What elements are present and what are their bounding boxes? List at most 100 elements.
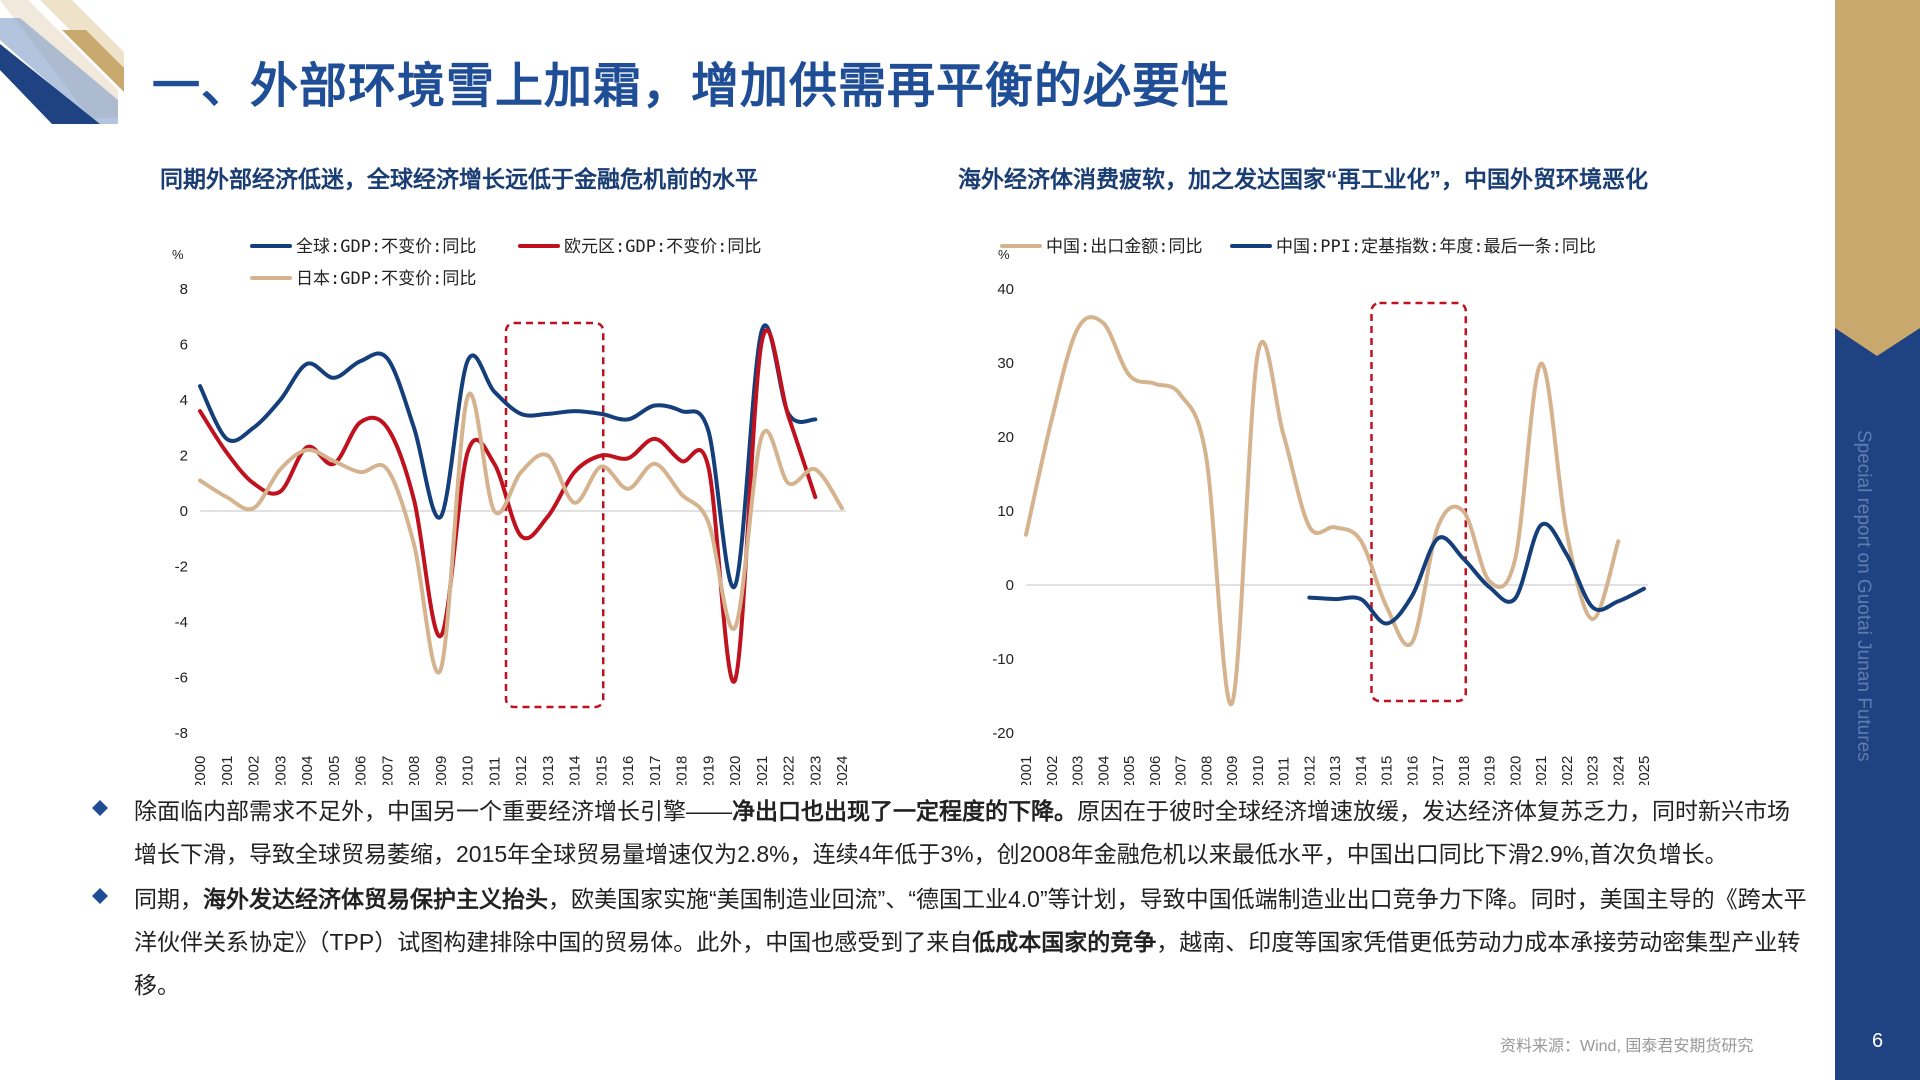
x-tick-label: 2001	[219, 756, 236, 785]
legend-label: 中国:PPI:定基指数:年度:最后一条:同比	[1276, 237, 1596, 257]
x-tick-label: 2005	[326, 756, 343, 785]
series-line	[198, 328, 818, 684]
x-tick-label: 2001	[1018, 756, 1035, 785]
sidebar	[1835, 0, 1920, 1080]
x-tick-label: 2022	[781, 756, 798, 785]
page-title: 一、外部环境雪上加霜，增加供需再平衡的必要性	[152, 60, 1231, 113]
y-tick-label: -2	[175, 559, 188, 576]
x-tick-label: 2013	[1327, 756, 1344, 785]
y-tick-label: -10	[992, 651, 1014, 668]
x-tick-label: 2019	[700, 756, 717, 785]
left-chart: % -8 -6 -4 -2 0 2 4 6 8 2000 2001 2002 2003 2004 2005 20…	[172, 237, 851, 785]
series-line	[1024, 315, 1621, 707]
bullet-text-part: 同期，	[134, 886, 203, 912]
legend-label: 中国:出口金额:同比	[1046, 237, 1202, 257]
x-tick-label: 2014	[1353, 756, 1370, 785]
bullet-bold-part: 海外发达经济体贸易保护主义抬头	[203, 886, 548, 912]
bullet-text-part: 除面临内部需求不足外，中国另一个重要经济增长引擎——	[134, 798, 732, 824]
x-tick-label: 2014	[567, 756, 584, 785]
x-tick-label: 2024	[834, 756, 851, 785]
legend-label: 日本:GDP:不变价:同比	[296, 269, 476, 289]
y-tick-label: 20	[997, 429, 1014, 446]
x-tick-label: 2011	[1276, 757, 1293, 785]
x-tick-label: 2017	[647, 756, 664, 785]
x-tick-label: 2009	[433, 756, 450, 785]
y-tick-label: -4	[175, 614, 188, 631]
source-note: 资料来源：Wind, 国泰君安期货研究	[1500, 1038, 1754, 1055]
x-tick-label: 2017	[1430, 756, 1447, 785]
right-chart-subtitle: 海外经济体消费疲软，加之发达国家“再工业化”，中国外贸环境恶化	[958, 166, 1648, 192]
x-tick-label: 2011	[486, 757, 503, 785]
unit-label: %	[172, 247, 184, 262]
legend-label: 全球:GDP:不变价:同比	[296, 237, 476, 257]
x-tick-label: 2016	[1404, 756, 1421, 785]
y-tick-label: 10	[997, 503, 1014, 520]
x-tick-label: 2003	[272, 756, 289, 785]
x-tick-label: 2021	[754, 756, 771, 785]
x-tick-label: 2023	[807, 756, 824, 785]
x-tick-label: 2007	[379, 756, 396, 785]
y-tick-label: 0	[1006, 577, 1014, 594]
x-tick-label: 2002	[246, 756, 263, 785]
left-chart-subtitle: 同期外部经济低迷，全球经济增长远低于金融危机前的水平	[160, 166, 758, 192]
y-tick-label: 4	[180, 392, 188, 409]
x-tick-label: 2025	[1636, 756, 1653, 785]
bullet-text-part: ，越南、印度等国家凭借更低劳动力成本承接劳动密集型产业转移。	[134, 929, 1801, 998]
x-tick-label: 2002	[1044, 756, 1061, 785]
bullet-text: 除面临内部需求不足外，中国另一个重要经济增长引擎——净出口也出现了一定程度的下降…	[134, 798, 1790, 867]
bullet-list: 除面临内部需求不足外，中国另一个重要经济增长引擎——净出口也出现了一定程度的下降…	[92, 790, 1812, 1009]
x-tick-label: 2003	[1070, 756, 1087, 785]
sidebar-gold-chevron	[1835, 0, 1920, 356]
y-tick-label: 2	[180, 448, 188, 465]
series-line	[1307, 521, 1646, 626]
bullet-bold-part: 低成本国家的竞争	[972, 929, 1157, 955]
y-tick-label: 0	[180, 503, 188, 520]
y-tick-label: -20	[992, 725, 1014, 742]
bullet-text: 同期，海外发达经济体贸易保护主义抬头，欧美国家实施“美国制造业回流”、“德国工业…	[134, 886, 1807, 998]
x-tick-label: 2010	[460, 756, 477, 785]
x-tick-label: 2004	[299, 756, 316, 785]
x-tick-label: 2020	[1507, 756, 1524, 785]
y-tick-label: 6	[180, 337, 188, 354]
legend-label: 欧元区:GDP:不变价:同比	[564, 237, 761, 257]
x-tick-label: 2006	[353, 756, 370, 785]
unit-label: %	[998, 247, 1010, 262]
series-line	[198, 391, 844, 675]
diamond-bullet-icon	[92, 888, 108, 904]
x-tick-label: 2021	[1533, 756, 1550, 785]
sidebar-text: Special report on Guotai Junan Futures	[1853, 430, 1874, 762]
y-tick-label: 30	[997, 355, 1014, 372]
highlight-box	[504, 321, 605, 709]
x-tick-label: 2015	[1379, 756, 1396, 785]
x-tick-label: 2018	[1456, 756, 1473, 785]
bullet-item: 除面临内部需求不足外，中国另一个重要经济增长引擎——净出口也出现了一定程度的下降…	[92, 790, 1812, 876]
x-tick-label: 2012	[513, 756, 530, 785]
x-tick-label: 2015	[593, 756, 610, 785]
right-chart: % -20 -10 0 10 20 30 40 2001 2002 2003 2004 2005 2006…	[992, 237, 1653, 785]
diamond-bullet-icon	[92, 800, 108, 816]
x-tick-label: 2008	[406, 756, 423, 785]
x-tick-label: 2018	[674, 756, 691, 785]
x-tick-label: 2010	[1250, 756, 1267, 785]
x-tick-label: 2006	[1147, 756, 1164, 785]
bullet-text-part: ，欧美国家实施“美国制造业回流”、“德国工业4.0”等计划，导致中国低端制造业出…	[134, 886, 1807, 955]
x-tick-label: 2004	[1095, 756, 1112, 785]
x-tick-label: 2005	[1121, 756, 1138, 785]
bullet-item: 同期，海外发达经济体贸易保护主义抬头，欧美国家实施“美国制造业回流”、“德国工业…	[92, 878, 1812, 1007]
x-tick-label: 2024	[1610, 756, 1627, 785]
y-tick-label: -8	[175, 725, 188, 742]
x-tick-label: 2013	[540, 756, 557, 785]
x-tick-label: 2020	[727, 756, 744, 785]
logo-stripes	[0, 0, 124, 124]
page-number: 6	[1872, 1030, 1884, 1052]
bullet-text-part: 原因在于彼时全球经济增速放缓，发达经济体复苏乏力，同时新兴市场增长下滑，导致全球…	[134, 798, 1790, 867]
x-tick-label: 2019	[1482, 756, 1499, 785]
bullet-bold-part: 净出口也出现了一定程度的下降。	[732, 798, 1077, 824]
y-tick-label: 8	[180, 281, 188, 298]
x-tick-label: 2012	[1301, 756, 1318, 785]
x-tick-label: 2009	[1224, 756, 1241, 785]
x-tick-label: 2008	[1198, 756, 1215, 785]
series-line	[198, 323, 818, 590]
y-tick-label: -6	[175, 670, 188, 687]
x-tick-label: 2007	[1173, 756, 1190, 785]
